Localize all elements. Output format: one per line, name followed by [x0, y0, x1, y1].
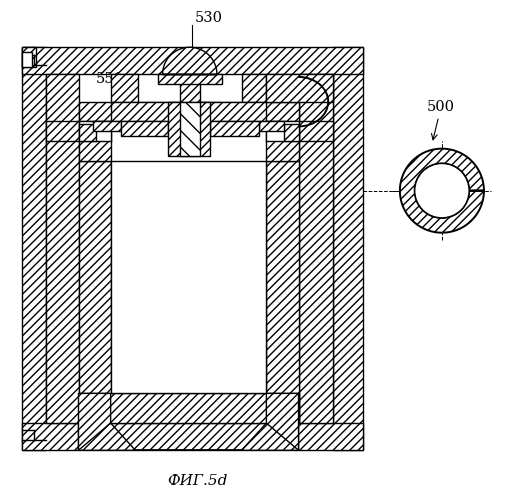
- Polygon shape: [22, 423, 363, 450]
- Polygon shape: [78, 124, 96, 141]
- Polygon shape: [22, 48, 46, 450]
- Polygon shape: [78, 394, 111, 450]
- Text: 551: 551: [96, 72, 141, 107]
- Polygon shape: [78, 394, 299, 423]
- Polygon shape: [22, 48, 36, 67]
- Polygon shape: [400, 148, 484, 232]
- Polygon shape: [78, 122, 111, 161]
- Polygon shape: [46, 122, 78, 141]
- Polygon shape: [157, 74, 222, 85]
- Polygon shape: [266, 161, 299, 423]
- Text: 500: 500: [427, 100, 455, 140]
- Text: 534: 534: [180, 72, 208, 99]
- Text: 509: 509: [224, 90, 269, 120]
- Polygon shape: [266, 122, 299, 141]
- Polygon shape: [242, 74, 266, 102]
- Polygon shape: [284, 124, 299, 141]
- Bar: [180, 102, 200, 156]
- Polygon shape: [22, 48, 363, 74]
- Bar: [111, 161, 266, 394]
- Polygon shape: [299, 122, 333, 141]
- Polygon shape: [78, 122, 111, 141]
- Polygon shape: [78, 161, 111, 423]
- Text: 544: 544: [103, 194, 131, 208]
- Circle shape: [415, 164, 469, 218]
- Polygon shape: [111, 102, 266, 121]
- Polygon shape: [299, 74, 333, 423]
- Polygon shape: [266, 122, 299, 161]
- Polygon shape: [163, 48, 217, 74]
- Text: 514: 514: [135, 217, 163, 231]
- Polygon shape: [93, 122, 121, 132]
- Polygon shape: [78, 102, 299, 121]
- Text: ФИГ.5d: ФИГ.5d: [167, 474, 227, 488]
- Text: $\triangleleft$ 550: $\triangleleft$ 550: [157, 190, 203, 207]
- Polygon shape: [209, 122, 259, 136]
- Polygon shape: [266, 394, 299, 450]
- Polygon shape: [168, 102, 209, 156]
- Polygon shape: [78, 423, 299, 450]
- Polygon shape: [259, 122, 284, 132]
- Polygon shape: [333, 48, 363, 450]
- Polygon shape: [46, 74, 78, 423]
- Text: 530: 530: [195, 11, 223, 25]
- Polygon shape: [121, 122, 168, 136]
- Polygon shape: [111, 74, 138, 102]
- Polygon shape: [266, 74, 333, 102]
- Polygon shape: [22, 52, 31, 67]
- Bar: [180, 82, 200, 102]
